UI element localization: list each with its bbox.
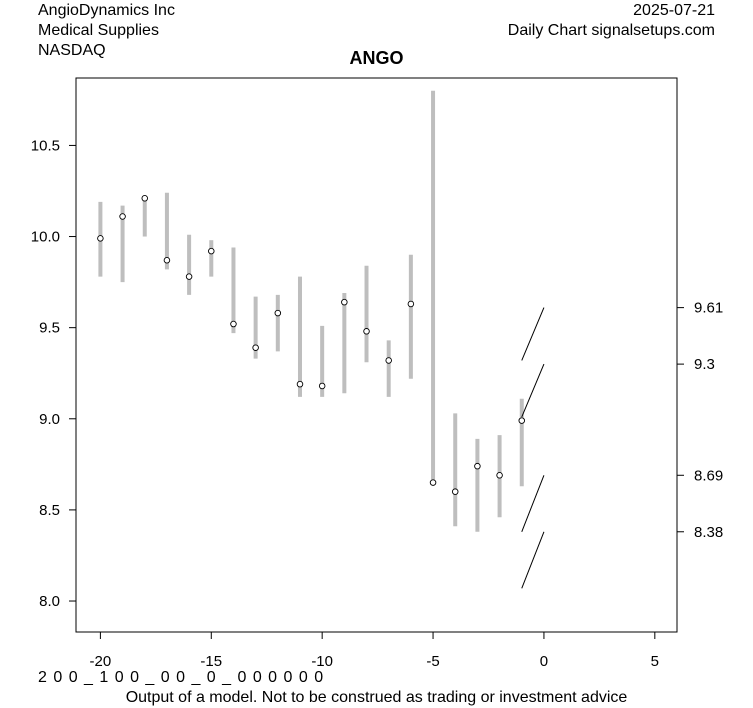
close-marker bbox=[141, 195, 148, 202]
close-marker bbox=[119, 213, 126, 220]
x-tick-label: -20 bbox=[90, 653, 112, 670]
close-marker bbox=[385, 357, 392, 364]
exchange-name: NASDAQ bbox=[38, 42, 106, 59]
close-marker bbox=[163, 256, 171, 264]
header-left: AngioDynamics Inc Medical Supplies NASDA… bbox=[38, 1, 175, 61]
close-marker bbox=[274, 309, 282, 317]
x-tick-label: 5 bbox=[651, 653, 659, 670]
header-right: 2025-07-21 Daily Chart signalsetups.com bbox=[508, 1, 715, 41]
sector-name: Medical Supplies bbox=[38, 22, 159, 39]
close-marker bbox=[451, 488, 459, 495]
close-marker bbox=[318, 382, 326, 390]
close-marker bbox=[97, 235, 104, 242]
right-label: 9.3 bbox=[694, 356, 715, 373]
projection-line bbox=[521, 363, 545, 418]
right-label: 8.38 bbox=[694, 524, 723, 541]
y-tick-label: 10.5 bbox=[31, 137, 60, 154]
right-label: 8.69 bbox=[694, 467, 723, 484]
close-marker bbox=[341, 298, 348, 306]
close-marker bbox=[208, 247, 215, 255]
close-marker bbox=[429, 479, 437, 486]
y-tick-label: 8.0 bbox=[39, 593, 60, 610]
x-tick-label: -10 bbox=[311, 653, 333, 670]
chart-date: 2025-07-21 bbox=[633, 2, 715, 19]
close-marker bbox=[363, 328, 370, 335]
y-tick-label: 9.5 bbox=[39, 320, 60, 337]
y-tick-label: 8.5 bbox=[39, 502, 60, 519]
y-tick-label: 9.0 bbox=[39, 411, 60, 428]
axes: -20 -15 -10 -5 0 5 8.0 8.5 9.0 9.5 10.0 10.5 9.61 9.3… bbox=[31, 137, 723, 670]
close-marker bbox=[230, 320, 237, 328]
plot-frame bbox=[75, 77, 678, 633]
close-marker bbox=[496, 472, 503, 479]
y-tick-label: 10.0 bbox=[31, 229, 60, 246]
x-tick-label: 0 bbox=[540, 653, 548, 670]
x-tick-label: -5 bbox=[426, 653, 439, 670]
close-marker bbox=[296, 380, 304, 388]
chart-title: ANGO bbox=[349, 48, 404, 68]
disclaimer: Output of a model. Not to be construed a… bbox=[125, 689, 628, 706]
close-marker bbox=[407, 300, 415, 308]
projection-lines bbox=[521, 307, 545, 589]
range-bars bbox=[97, 90, 526, 532]
projection-line bbox=[521, 531, 545, 589]
close-marker bbox=[518, 417, 526, 424]
close-marker bbox=[185, 273, 193, 280]
close-marker bbox=[252, 344, 259, 351]
chart-source: Daily Chart signalsetups.com bbox=[507, 22, 715, 39]
model-code: 2 0 0 _ 1 0 0 _ 0 0 _ 0 _ 0 0 0 0 0 0 bbox=[38, 669, 325, 686]
company-name: AngioDynamics Inc bbox=[38, 2, 175, 19]
right-label: 9.61 bbox=[694, 300, 723, 317]
projection-line bbox=[521, 307, 545, 361]
x-tick-label: -15 bbox=[200, 653, 222, 670]
close-marker bbox=[474, 462, 481, 470]
projection-line bbox=[521, 475, 545, 532]
